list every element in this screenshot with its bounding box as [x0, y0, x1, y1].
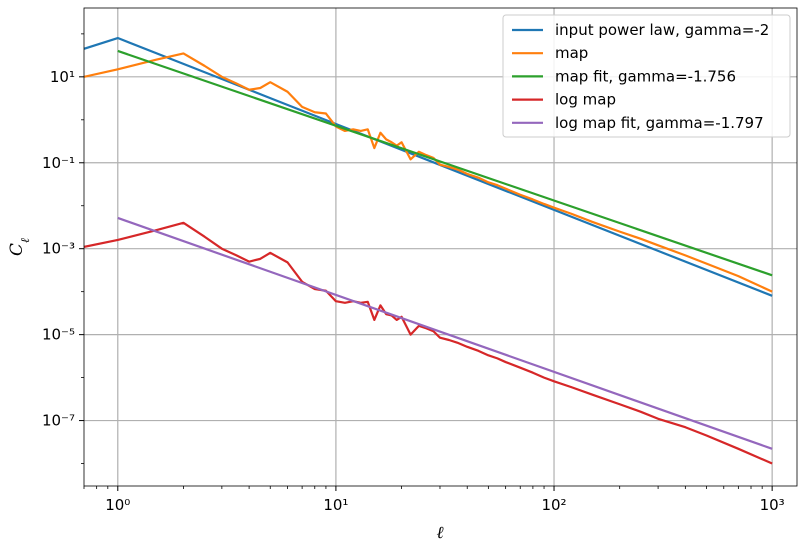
plot-frame: [83, 7, 798, 487]
y-tick-label: 10⁻¹: [42, 154, 75, 172]
legend-box: [502, 14, 791, 138]
series-line-2: [117, 49, 773, 277]
y-tick-label: 10⁻⁵: [42, 326, 75, 344]
legend-label: log map: [555, 91, 616, 109]
series-line-0: [84, 36, 773, 297]
legend-label: map: [555, 44, 588, 62]
series-line-4: [117, 216, 773, 450]
y-tick-label: 10⁻³: [42, 240, 75, 258]
series-line-3: [84, 221, 773, 465]
legend: input power law, gamma=-2 map map fit, gam…: [502, 14, 791, 138]
x-tick-label: 10⁰: [105, 496, 130, 514]
x-tick-label: 10³: [760, 496, 785, 514]
y-axis-label: Cℓ: [7, 238, 32, 256]
x-axis-label: ℓ: [436, 523, 443, 543]
legend-label: input power law, gamma=-2: [555, 21, 769, 39]
ticks: 10⁰ 10¹ 10² 10³ 10¹ 10⁻¹ 10⁻³ 10⁻⁵ 10⁻⁷: [42, 33, 785, 514]
x-tick-label: 10¹: [323, 496, 348, 514]
y-tick-label: 10¹: [50, 68, 75, 86]
legend-label: map fit, gamma=-1.756: [555, 67, 736, 85]
series-layer: [84, 36, 773, 465]
x-tick-label: 10²: [541, 496, 566, 514]
legend-label: log map fit, gamma=-1.797: [555, 114, 764, 132]
y-tick-label: 10⁻⁷: [42, 412, 75, 430]
